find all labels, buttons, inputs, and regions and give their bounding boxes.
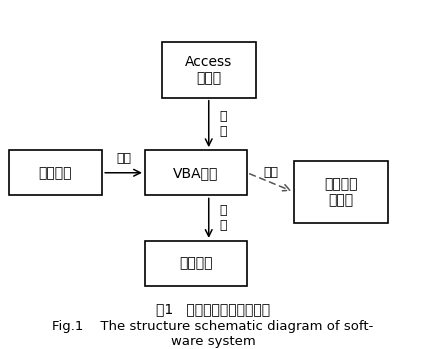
FancyBboxPatch shape bbox=[294, 161, 388, 223]
Text: 蜗轮蜗杆
零件图: 蜗轮蜗杆 零件图 bbox=[324, 177, 357, 207]
FancyBboxPatch shape bbox=[9, 150, 102, 195]
Text: VBA程序: VBA程序 bbox=[173, 166, 219, 180]
FancyBboxPatch shape bbox=[162, 42, 256, 98]
Text: ware system: ware system bbox=[171, 335, 255, 348]
Text: 查
询: 查 询 bbox=[219, 110, 227, 138]
Text: 数据结果: 数据结果 bbox=[179, 257, 213, 270]
FancyBboxPatch shape bbox=[145, 241, 247, 286]
Text: 数据输入: 数据输入 bbox=[39, 166, 72, 180]
Text: 图1   软件系统的结构示意图: 图1 软件系统的结构示意图 bbox=[156, 302, 270, 316]
Text: 生成: 生成 bbox=[263, 166, 278, 179]
FancyBboxPatch shape bbox=[145, 150, 247, 195]
Text: Access
数据库: Access 数据库 bbox=[185, 55, 232, 85]
Text: 输入: 输入 bbox=[116, 152, 131, 165]
Text: 生
成: 生 成 bbox=[219, 204, 227, 232]
Text: Fig.1    The structure schematic diagram of soft-: Fig.1 The structure schematic diagram of… bbox=[52, 320, 374, 333]
